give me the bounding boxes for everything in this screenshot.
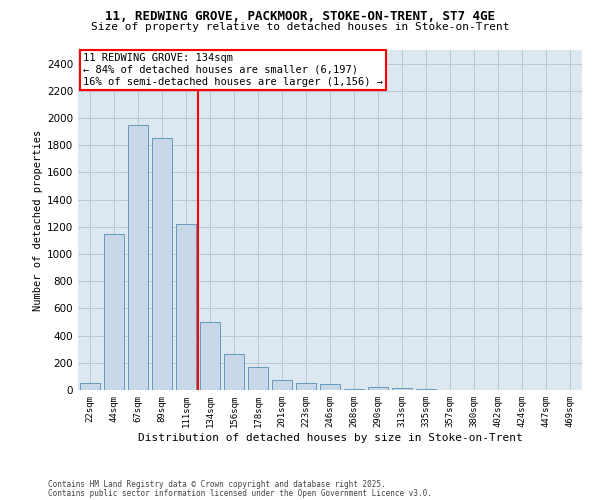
Bar [128,125,148,390]
Bar [344,389,364,390]
Bar [392,388,412,390]
Text: Contains HM Land Registry data © Crown copyright and database right 2025.: Contains HM Land Registry data © Crown c… [48,480,386,489]
Bar [176,224,196,390]
Bar [320,384,340,390]
Text: Size of property relative to detached houses in Stoke-on-Trent: Size of property relative to detached ho… [91,22,509,32]
Bar [104,234,124,390]
Bar [272,380,292,390]
Y-axis label: Number of detached properties: Number of detached properties [33,130,43,310]
Text: Contains public sector information licensed under the Open Government Licence v3: Contains public sector information licen… [48,488,432,498]
Bar [200,322,220,390]
Bar [248,367,268,390]
Bar [80,383,100,390]
Bar [368,388,388,390]
Bar [152,138,172,390]
X-axis label: Distribution of detached houses by size in Stoke-on-Trent: Distribution of detached houses by size … [137,432,523,442]
Text: 11, REDWING GROVE, PACKMOOR, STOKE-ON-TRENT, ST7 4GE: 11, REDWING GROVE, PACKMOOR, STOKE-ON-TR… [105,10,495,23]
Bar [224,354,244,390]
Bar [296,382,316,390]
Text: 11 REDWING GROVE: 134sqm
← 84% of detached houses are smaller (6,197)
16% of sem: 11 REDWING GROVE: 134sqm ← 84% of detach… [83,54,383,86]
